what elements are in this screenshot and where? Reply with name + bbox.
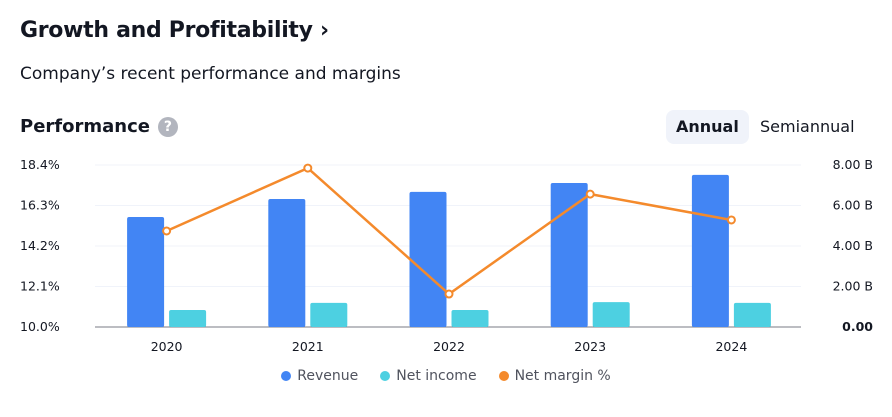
legend-label: Revenue bbox=[297, 368, 359, 384]
page-title[interactable]: Growth and Profitability › bbox=[20, 18, 329, 43]
legend-label: Net income bbox=[396, 368, 477, 384]
left-axis-tick: 18.4% bbox=[20, 157, 60, 172]
legend-net-margin[interactable]: Net margin % bbox=[498, 368, 611, 384]
x-axis-tick: 2022 bbox=[433, 339, 465, 354]
net-margin-point bbox=[444, 289, 454, 299]
revenue-bar bbox=[691, 174, 729, 327]
left-axis-tick: 10.0% bbox=[20, 319, 60, 334]
right-axis-tick: 8.00 B bbox=[833, 157, 873, 172]
x-axis-tick: 2021 bbox=[292, 339, 324, 354]
question-circle-icon[interactable]: ? bbox=[157, 116, 178, 137]
tab-semiannual[interactable]: Semiannual bbox=[760, 117, 855, 136]
section-title: Performance bbox=[20, 116, 150, 137]
net-income-bar bbox=[592, 302, 630, 327]
axis-ticks: 10.0% 0.00 12.1% 2.00 B 14.2% 4.00 B 16.3% 6.00… bbox=[20, 157, 873, 354]
page-subtitle: Company’s recent performance and margins bbox=[20, 64, 401, 84]
tab-annual[interactable]: Annual bbox=[666, 110, 749, 144]
right-axis-tick: 0.00 bbox=[842, 319, 873, 334]
net-income-dot-icon bbox=[380, 371, 391, 381]
x-axis-tick: 2020 bbox=[151, 339, 183, 354]
legend-revenue[interactable]: Revenue bbox=[281, 368, 358, 384]
revenue-dot-icon bbox=[281, 371, 292, 381]
x-axis-tick: 2023 bbox=[574, 339, 606, 354]
revenue-bar bbox=[550, 183, 588, 327]
net-income-bar bbox=[310, 302, 348, 327]
net-income-bar bbox=[733, 302, 771, 327]
x-axis-tick: 2024 bbox=[715, 339, 747, 354]
left-axis-tick: 16.3% bbox=[20, 198, 60, 213]
right-axis-tick: 2.00 B bbox=[833, 279, 873, 294]
net-margin-point bbox=[726, 215, 736, 225]
net-margin-point bbox=[585, 189, 595, 199]
revenue-bar bbox=[268, 199, 306, 327]
left-axis-tick: 12.1% bbox=[20, 279, 60, 294]
net-income-bar bbox=[169, 309, 207, 327]
legend-net-income[interactable]: Net income bbox=[380, 368, 477, 384]
revenue-bar bbox=[409, 191, 447, 327]
right-axis-tick: 4.00 B bbox=[833, 238, 873, 253]
net-income-bar bbox=[451, 309, 489, 327]
net-margin-series-line bbox=[166, 166, 732, 296]
left-axis-tick: 14.2% bbox=[20, 238, 60, 253]
net-margin-line bbox=[162, 163, 736, 299]
legend-label: Net margin % bbox=[514, 368, 611, 384]
net-margin-point bbox=[303, 163, 313, 173]
net-margin-point bbox=[162, 226, 172, 236]
grid-lines bbox=[95, 164, 801, 328]
bars bbox=[127, 174, 771, 327]
net-margin-dot-icon bbox=[498, 371, 509, 381]
right-axis-tick: 6.00 B bbox=[833, 198, 873, 213]
section-heading: Performance ? bbox=[20, 116, 178, 137]
revenue-bar bbox=[127, 217, 165, 327]
legend: Revenue Net income Net margin % bbox=[0, 368, 892, 384]
